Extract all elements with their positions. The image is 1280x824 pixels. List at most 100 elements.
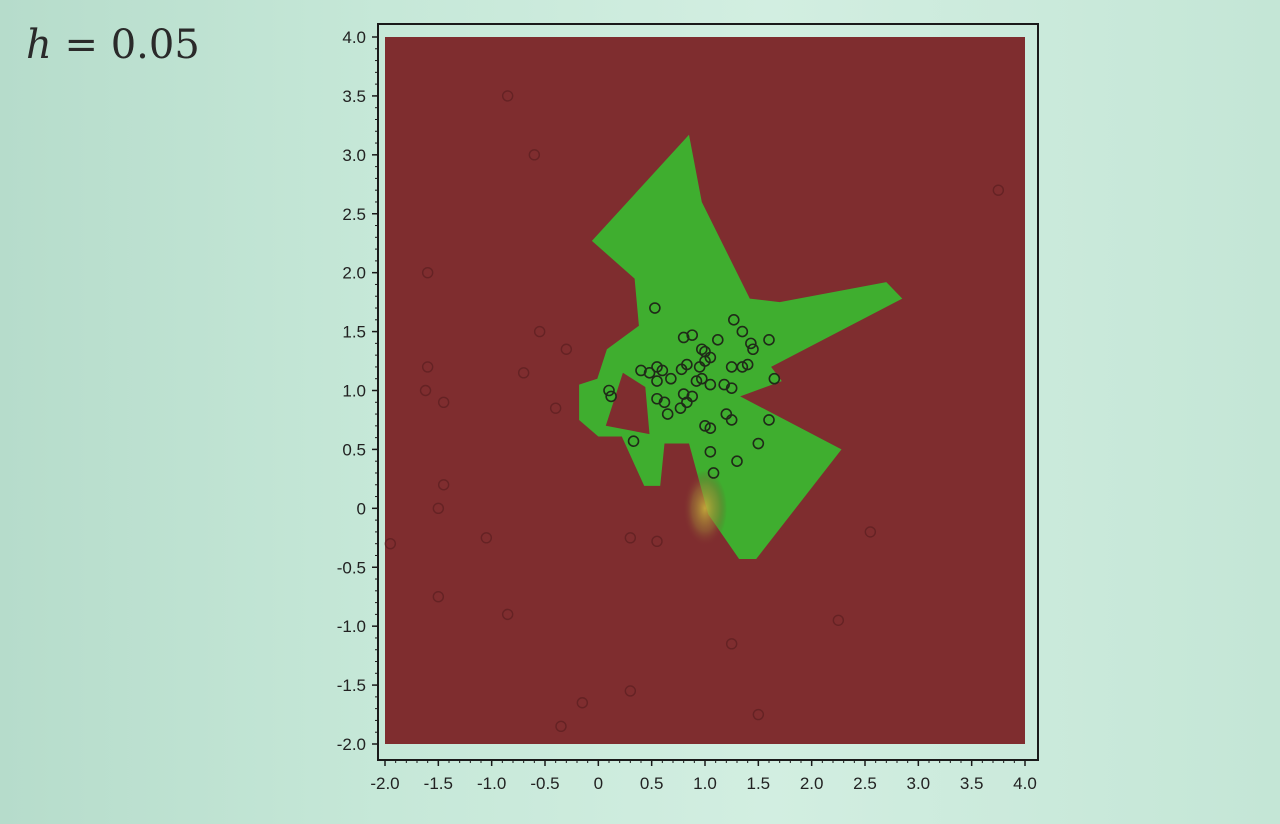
green-class-point — [661, 408, 674, 420]
red-class-point — [651, 535, 663, 548]
green-class-point — [704, 378, 717, 391]
green-class-point — [603, 384, 615, 397]
green-class-point — [747, 343, 759, 356]
green-class-point — [695, 372, 708, 385]
green-class-point — [690, 375, 703, 387]
green-class-point — [704, 422, 717, 435]
red-class-point — [480, 532, 493, 544]
green-class-point — [651, 361, 663, 373]
red-class-point — [432, 591, 445, 603]
red-class-point — [528, 149, 541, 161]
slide-title: h = 0.05 — [26, 22, 200, 68]
y-axis: 4.0 3.5 3.0 2.5 2.0 1.5 1.0 0.5 0 -0.5 -1.0 -1.5 -2.… — [337, 28, 378, 754]
green-class-point — [675, 363, 688, 376]
y-tick-label: 2.0 — [342, 264, 366, 283]
y-tick-label: 3.5 — [342, 87, 366, 106]
red-class-point — [624, 532, 637, 544]
green-class-point — [674, 402, 687, 414]
red-class-point — [725, 638, 738, 650]
decision-region-hole — [605, 372, 650, 435]
x-tick-label: 4.0 — [1013, 774, 1037, 793]
red-class-point — [832, 614, 845, 626]
x-tick-label: 2.5 — [853, 774, 877, 793]
green-class-point — [731, 455, 743, 468]
y-tick-label: 0 — [357, 499, 366, 518]
y-tick-label: 3.0 — [342, 146, 366, 165]
red-class-point — [576, 697, 589, 709]
green-class-point — [704, 445, 717, 458]
green-class-point — [736, 325, 749, 338]
green-class-point — [725, 361, 738, 373]
x-tick-label: 1.5 — [747, 774, 771, 793]
y-tick-label: 1.0 — [342, 382, 366, 401]
red-class-point — [384, 537, 397, 550]
red-class-point — [437, 479, 450, 491]
green-class-points — [603, 302, 781, 479]
red-class-point — [624, 685, 637, 697]
green-class-point — [768, 372, 781, 385]
red-class-point — [501, 608, 514, 621]
chart-frame — [377, 23, 1039, 761]
x-tick-label: 1.0 — [693, 774, 717, 793]
x-tick-label: 3.0 — [907, 774, 931, 793]
green-class-point — [658, 396, 671, 409]
green-class-point — [752, 437, 765, 450]
red-class-point — [992, 184, 1005, 196]
x-tick-label: 0 — [594, 774, 603, 793]
y-tick-label: 2.5 — [342, 205, 366, 224]
red-class-point — [517, 367, 530, 379]
x-tick-label: 2.0 — [800, 774, 824, 793]
y-tick-label: 1.5 — [342, 323, 366, 342]
green-class-point — [649, 302, 661, 314]
red-class-point — [549, 402, 562, 414]
y-tick-label: 4.0 — [342, 28, 366, 47]
decision-region-green — [579, 134, 903, 560]
red-class-point — [752, 708, 765, 721]
red-class-points — [384, 90, 1005, 733]
green-class-point — [627, 435, 640, 447]
red-class-point — [432, 502, 445, 515]
green-class-point — [745, 337, 757, 350]
y-tick-label: 0.5 — [342, 440, 366, 459]
y-tick-label: -0.5 — [337, 558, 366, 577]
green-class-point — [725, 414, 738, 426]
green-class-point — [727, 313, 740, 326]
green-class-point — [741, 358, 754, 371]
red-class-point — [555, 720, 567, 733]
green-class-point — [635, 364, 647, 377]
green-class-point — [699, 420, 711, 432]
green-class-point — [763, 334, 775, 346]
y-tick-label: -1.5 — [337, 676, 366, 695]
green-class-point — [605, 390, 617, 403]
title-variable: h — [26, 22, 52, 68]
green-class-point — [686, 329, 699, 341]
green-class-point — [707, 467, 720, 479]
green-class-point — [665, 372, 677, 385]
green-class-point — [763, 414, 775, 426]
x-tick-label: -1.5 — [424, 774, 453, 793]
red-class-point — [560, 343, 573, 355]
x-tick-label: 0.5 — [640, 774, 664, 793]
green-class-point — [693, 361, 706, 373]
title-value: = 0.05 — [51, 22, 200, 68]
x-tick-label: 3.5 — [960, 774, 984, 793]
x-tick-label: -1.0 — [477, 774, 506, 793]
red-class-point — [419, 384, 432, 397]
red-class-point — [533, 325, 546, 338]
x-axis: -2.0 -1.5 -1.0 -0.5 0 0.5 1.0 1.5 2.0 2.5 3.0 3.5 4.… — [370, 760, 1037, 793]
green-class-point — [725, 382, 738, 394]
y-tick-label: -1.0 — [337, 617, 366, 636]
green-class-point — [651, 375, 663, 387]
x-tick-label: -0.5 — [530, 774, 559, 793]
green-class-point — [686, 390, 699, 403]
red-class-point — [421, 361, 434, 373]
green-class-point — [695, 343, 708, 356]
red-class-point — [437, 396, 450, 408]
region-blend-spot — [683, 470, 727, 547]
x-tick-label: -2.0 — [370, 774, 399, 793]
red-class-point — [501, 90, 514, 102]
green-class-point — [711, 334, 724, 346]
y-tick-label: -2.0 — [337, 735, 366, 754]
red-class-point — [864, 526, 877, 538]
